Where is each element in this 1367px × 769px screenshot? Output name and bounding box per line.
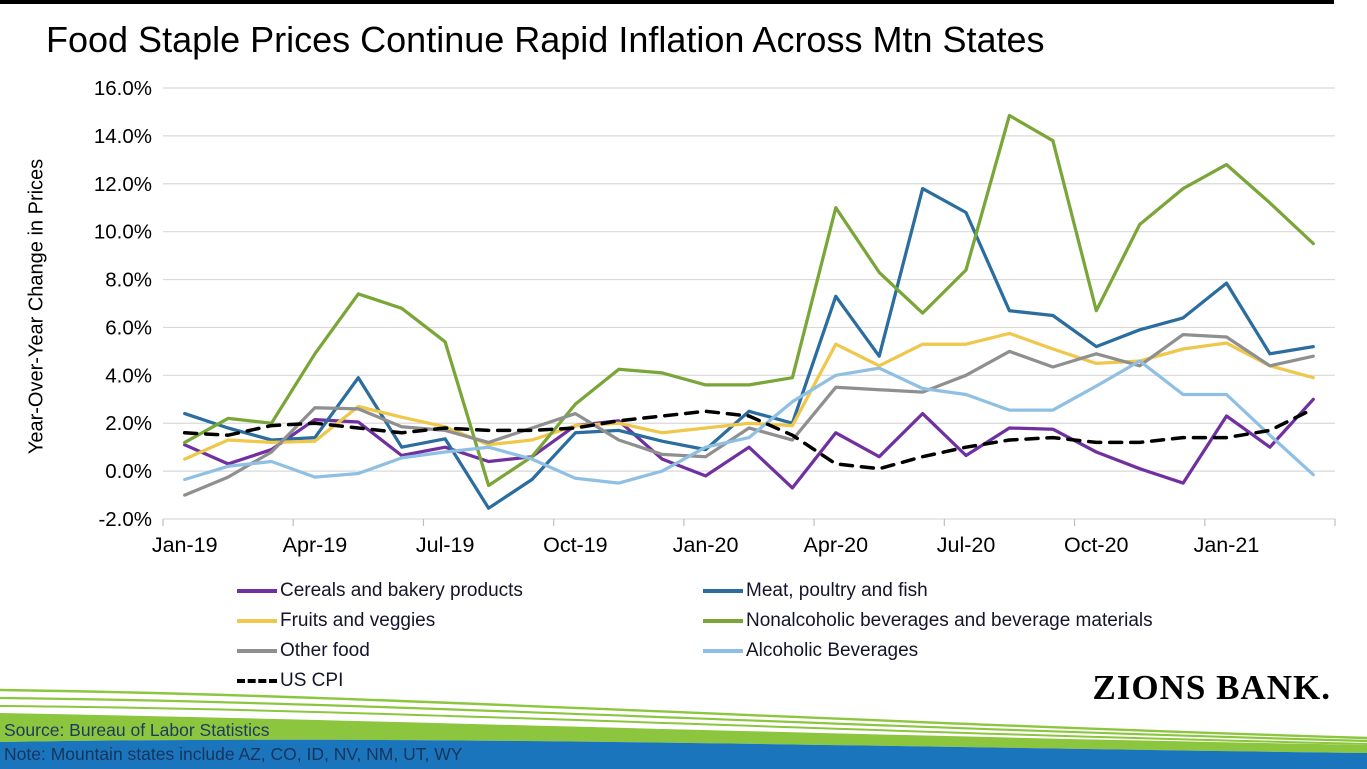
legend-swatch xyxy=(703,619,743,623)
y-tick-label: 8.0% xyxy=(105,269,152,292)
wave-stripe-3 xyxy=(0,705,1367,745)
states-note: Note: Mountain states include AZ, CO, ID… xyxy=(4,744,463,764)
top-rule xyxy=(0,0,1334,4)
legend-label: Fruits and veggies xyxy=(280,610,436,631)
y-tick-label: 6.0% xyxy=(105,316,152,339)
wave-blue-band xyxy=(0,739,1367,769)
x-tick-label: Jul-20 xyxy=(937,533,996,557)
series-line-meat-poultry-and-fish xyxy=(183,186,1315,510)
chart-legend: Cereals and bakery products Fruits and ve… xyxy=(0,576,1367,701)
series-line-us-cpi xyxy=(182,407,1316,471)
wave-graphic xyxy=(0,688,1367,769)
series-line-alcoholic-beverages xyxy=(183,359,1315,485)
x-tick-label: Apr-19 xyxy=(283,533,348,557)
y-tick-label: 14.0% xyxy=(94,125,152,148)
legend-label: Alcoholic Beverages xyxy=(746,640,919,661)
x-tick-label: Oct-20 xyxy=(1064,533,1129,557)
legend-label: Cereals and bakery products xyxy=(280,580,523,601)
wave-stripe-1 xyxy=(0,688,1367,740)
legend-item: Fruits and veggies xyxy=(237,606,667,636)
page-title: Food Staple Prices Continue Rapid Inflat… xyxy=(46,19,1045,60)
y-tick-label: 2.0% xyxy=(105,412,152,435)
x-tick-label: Jan-19 xyxy=(152,533,218,557)
legend-label: Meat, poultry and fish xyxy=(746,580,928,601)
wave-green-band xyxy=(0,713,1367,753)
source-note: Source: Bureau of Labor Statistics xyxy=(4,720,270,740)
legend-column-right: Meat, poultry and fish Nonalcoholic bever… xyxy=(703,576,1263,666)
x-tick-label: Jan-20 xyxy=(673,533,739,557)
x-tick-label: Apr-20 xyxy=(804,533,869,557)
y-tick-label: 0.0% xyxy=(105,460,152,483)
legend-item: US CPI xyxy=(237,666,667,696)
legend-swatch xyxy=(237,589,277,593)
y-tick-label: 10.0% xyxy=(94,221,152,244)
legend-label: US CPI xyxy=(280,670,344,691)
wave-stripe-2 xyxy=(0,696,1367,743)
legend-item: Meat, poultry and fish xyxy=(703,576,1263,606)
zions-bank-logo: ZIONS BANK. xyxy=(1092,668,1331,707)
legend-swatch xyxy=(703,649,743,653)
legend-swatch xyxy=(237,679,277,683)
legend-column-left: Cereals and bakery products Fruits and ve… xyxy=(237,576,667,696)
legend-swatch xyxy=(703,589,743,593)
legend-item: Alcoholic Beverages xyxy=(703,636,1263,666)
legend-item: Other food xyxy=(237,636,667,666)
x-tick-label: Oct-19 xyxy=(543,533,608,557)
legend-swatch xyxy=(237,649,277,653)
series-line-other-food xyxy=(183,332,1315,497)
x-tick-label: Jul-19 xyxy=(416,533,475,557)
y-tick-label: -2.0% xyxy=(98,508,152,531)
legend-label: Nonalcoholic beverages and beverage mate… xyxy=(746,610,1153,631)
y-tick-label: 12.0% xyxy=(94,173,152,196)
legend-label: Other food xyxy=(280,640,370,661)
legend-item: Cereals and bakery products xyxy=(237,576,667,606)
y-tick-label: 16.0% xyxy=(94,77,152,100)
series-line-nonalcoholic-beverages-and-beverage-materials xyxy=(183,113,1315,488)
series-line-fruits-and-veggies xyxy=(183,331,1315,461)
legend-item: Nonalcoholic beverages and beverage mate… xyxy=(703,606,1263,636)
x-tick-label: Jan-21 xyxy=(1194,533,1260,557)
line-chart: 16.0% 14.0% 12.0% 10.0% 8.0% 6.0% 4.0% 2.0% 0.0%… xyxy=(94,77,1336,557)
legend-swatch xyxy=(237,619,277,623)
y-tick-label: 4.0% xyxy=(105,364,152,387)
series-line-cereals-and-bakery-products xyxy=(183,397,1315,490)
